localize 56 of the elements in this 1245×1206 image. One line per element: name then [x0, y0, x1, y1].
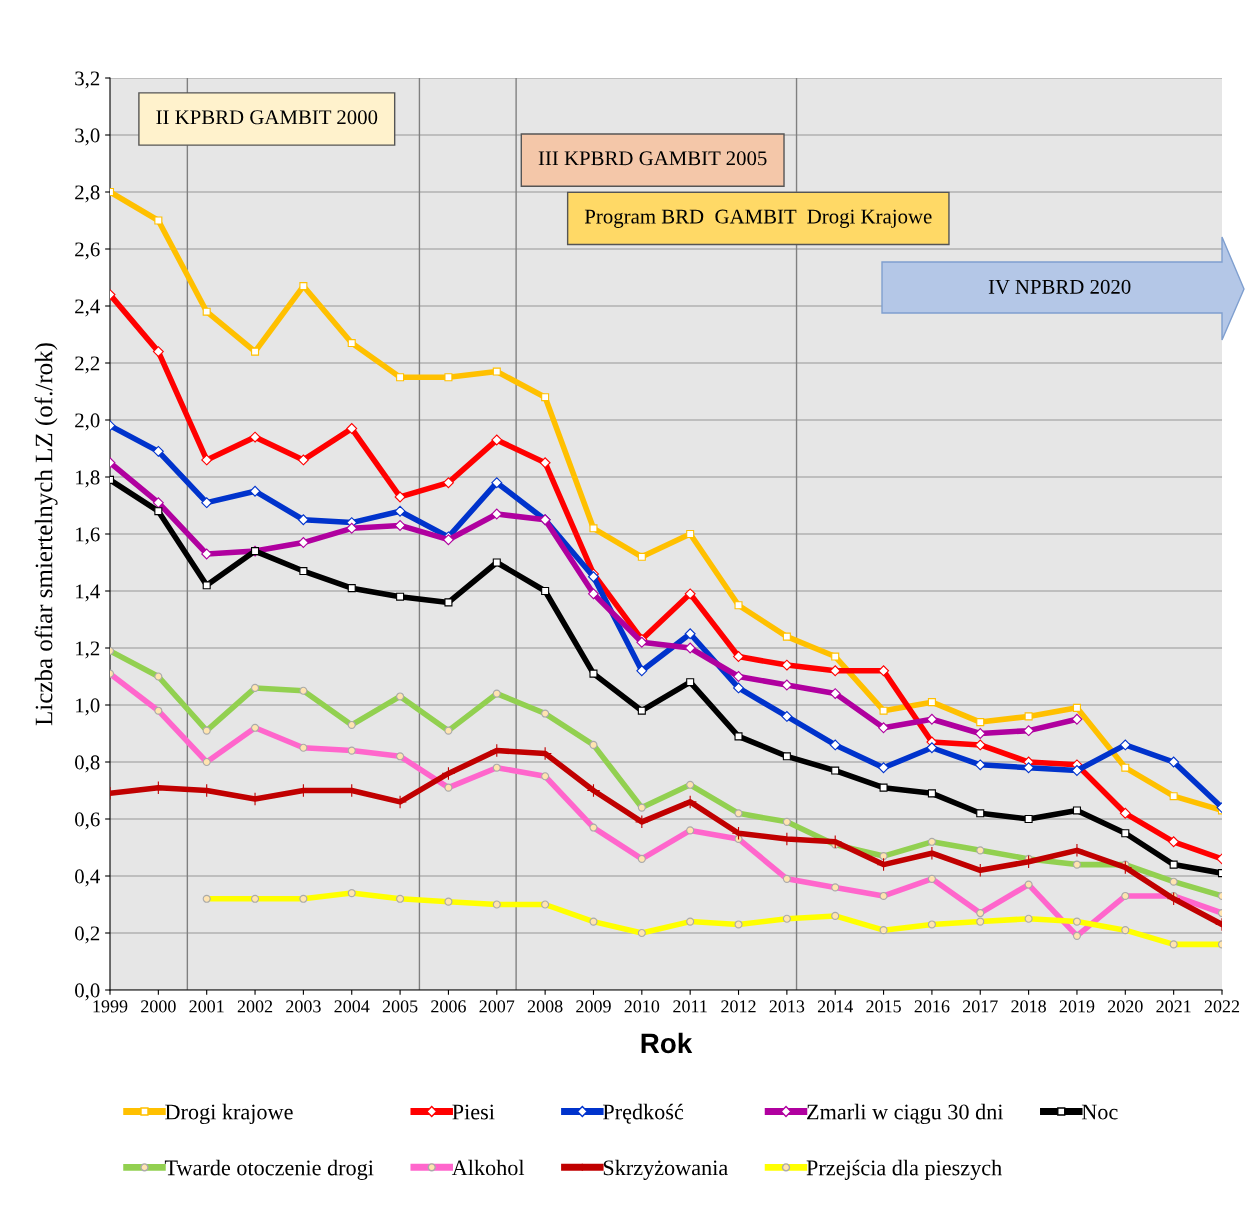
x-tick-label: 2015	[866, 1000, 901, 1013]
legend-label: Drogi krajowe	[165, 1103, 293, 1125]
y-tick-label: 0,4	[75, 869, 100, 887]
y-tick-label: 1,0	[76, 698, 100, 716]
x-tick-label: 2018	[1011, 1000, 1046, 1013]
x-tick-label: 2022	[1204, 1000, 1240, 1013]
x-tick-label: 1999	[93, 1000, 128, 1013]
x-tick-label: 2020	[1108, 1000, 1143, 1013]
y-tick-label: 2,8	[75, 185, 100, 203]
annotation: Program BRD GAMBIT Drogi Krajowe	[584, 209, 932, 228]
y-tick-label: 1,4	[76, 584, 100, 602]
x-tick-label: 2013	[769, 1000, 805, 1013]
legend-label: Prędkość	[602, 1103, 684, 1124]
x-tick-label: 2006	[431, 1000, 466, 1013]
y-tick-label: 1,8	[76, 470, 100, 488]
y-tick-label: 2,4	[75, 299, 100, 317]
annotation: II KPBRD GAMBIT 2000	[156, 110, 378, 125]
x-tick-label: 2014	[817, 1000, 853, 1013]
y-tick-label: 3,0	[75, 128, 100, 146]
legend-label: Zmarli w ciągu 30 dni	[807, 1103, 1004, 1125]
y-tick-label: 0,2	[75, 926, 100, 944]
x-tick-label: 2003	[286, 1000, 321, 1013]
x-tick-label: 2010	[624, 1000, 660, 1013]
x-tick-label: 2017	[963, 1000, 998, 1013]
y-tick-label: 1,6	[76, 527, 100, 545]
legend-label: Alkohol	[451, 1159, 525, 1176]
x-tick-label: 2002	[237, 1000, 273, 1013]
x-axis-title: Rok	[641, 1032, 693, 1054]
y-tick-label: 0,0	[75, 983, 100, 1001]
x-tick-label: 2021	[1156, 1000, 1191, 1013]
x-tick-label: 2019	[1059, 1000, 1095, 1013]
y-tick-label: 0,8	[75, 755, 100, 773]
y-tick-label: 1,2	[76, 641, 100, 659]
legend-label: Piesi	[452, 1104, 495, 1120]
y-tick-label: 2,2	[75, 356, 100, 374]
x-tick-label: 2007	[479, 1000, 515, 1013]
legend-label: Przejścia dla pieszych	[806, 1159, 1002, 1180]
y-tick-label: 2,0	[75, 413, 100, 431]
x-tick-label: 2000	[141, 1000, 176, 1013]
x-tick-label: 2005	[382, 1000, 418, 1013]
x-tick-label: 2011	[673, 1000, 707, 1013]
y-tick-label: 0,6	[75, 812, 100, 830]
x-tick-label: 2016	[914, 1000, 950, 1013]
x-tick-label: 2001	[189, 1000, 224, 1013]
x-tick-label: 2012	[721, 1000, 756, 1013]
y-axis-title: Liczba ofiar smiertelnych LZ (of./rok)	[34, 343, 58, 726]
annotation: IV NPBRD 2020	[988, 279, 1131, 294]
legend-label: Noc	[1081, 1104, 1118, 1120]
legend-label: Twarde otoczenie drogi	[164, 1159, 374, 1180]
y-tick-label: 2,6	[75, 242, 100, 260]
x-tick-label: 2008	[527, 1000, 563, 1013]
x-tick-label: 2009	[576, 1000, 611, 1013]
y-tick-label: 3,2	[75, 71, 100, 89]
annotation: III KPBRD GAMBIT 2005	[538, 151, 767, 166]
legend-label: Skrzyżowania	[603, 1159, 728, 1180]
x-tick-label: 2004	[334, 1000, 370, 1013]
